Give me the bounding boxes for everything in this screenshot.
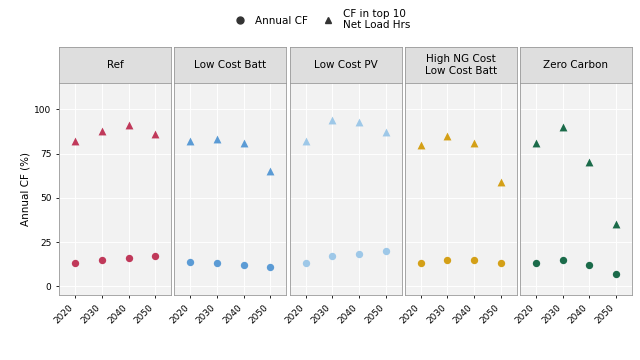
Point <box>301 138 311 144</box>
Text: Low Cost PV: Low Cost PV <box>314 60 378 70</box>
Text: Ref: Ref <box>107 60 124 70</box>
Point <box>239 140 249 146</box>
Point <box>531 261 541 266</box>
Point <box>416 142 426 148</box>
Point <box>97 257 107 263</box>
Point <box>442 257 452 263</box>
Point <box>327 117 337 123</box>
Point <box>380 130 390 135</box>
Point <box>495 179 506 185</box>
Legend: Annual CF, CF in top 10
Net Load Hrs: Annual CF, CF in top 10 Net Load Hrs <box>230 9 410 30</box>
Point <box>495 261 506 266</box>
Point <box>531 140 541 146</box>
Point <box>416 261 426 266</box>
Point <box>584 262 595 268</box>
Point <box>327 253 337 259</box>
Text: High NG Cost
Low Cost Batt: High NG Cost Low Cost Batt <box>425 54 497 76</box>
Point <box>70 261 81 266</box>
Point <box>354 119 364 125</box>
Point <box>301 261 311 266</box>
Point <box>584 159 595 165</box>
Point <box>557 257 568 263</box>
Point <box>469 257 479 263</box>
Point <box>611 271 621 277</box>
Point <box>469 140 479 146</box>
Point <box>124 255 134 261</box>
Point <box>97 128 107 134</box>
Point <box>212 136 222 142</box>
Point <box>150 253 160 259</box>
Point <box>150 131 160 137</box>
Point <box>239 262 249 268</box>
Point <box>186 138 196 144</box>
Point <box>354 252 364 257</box>
Point <box>557 124 568 130</box>
Point <box>124 122 134 128</box>
Y-axis label: Annual CF (%): Annual CF (%) <box>20 152 30 226</box>
Point <box>442 133 452 139</box>
Text: Zero Carbon: Zero Carbon <box>543 60 609 70</box>
Point <box>265 168 275 174</box>
Point <box>611 221 621 227</box>
Text: Low Cost Batt: Low Cost Batt <box>195 60 266 70</box>
Point <box>212 261 222 266</box>
Point <box>380 248 390 254</box>
Point <box>186 259 196 265</box>
Point <box>70 138 81 144</box>
Point <box>265 264 275 270</box>
